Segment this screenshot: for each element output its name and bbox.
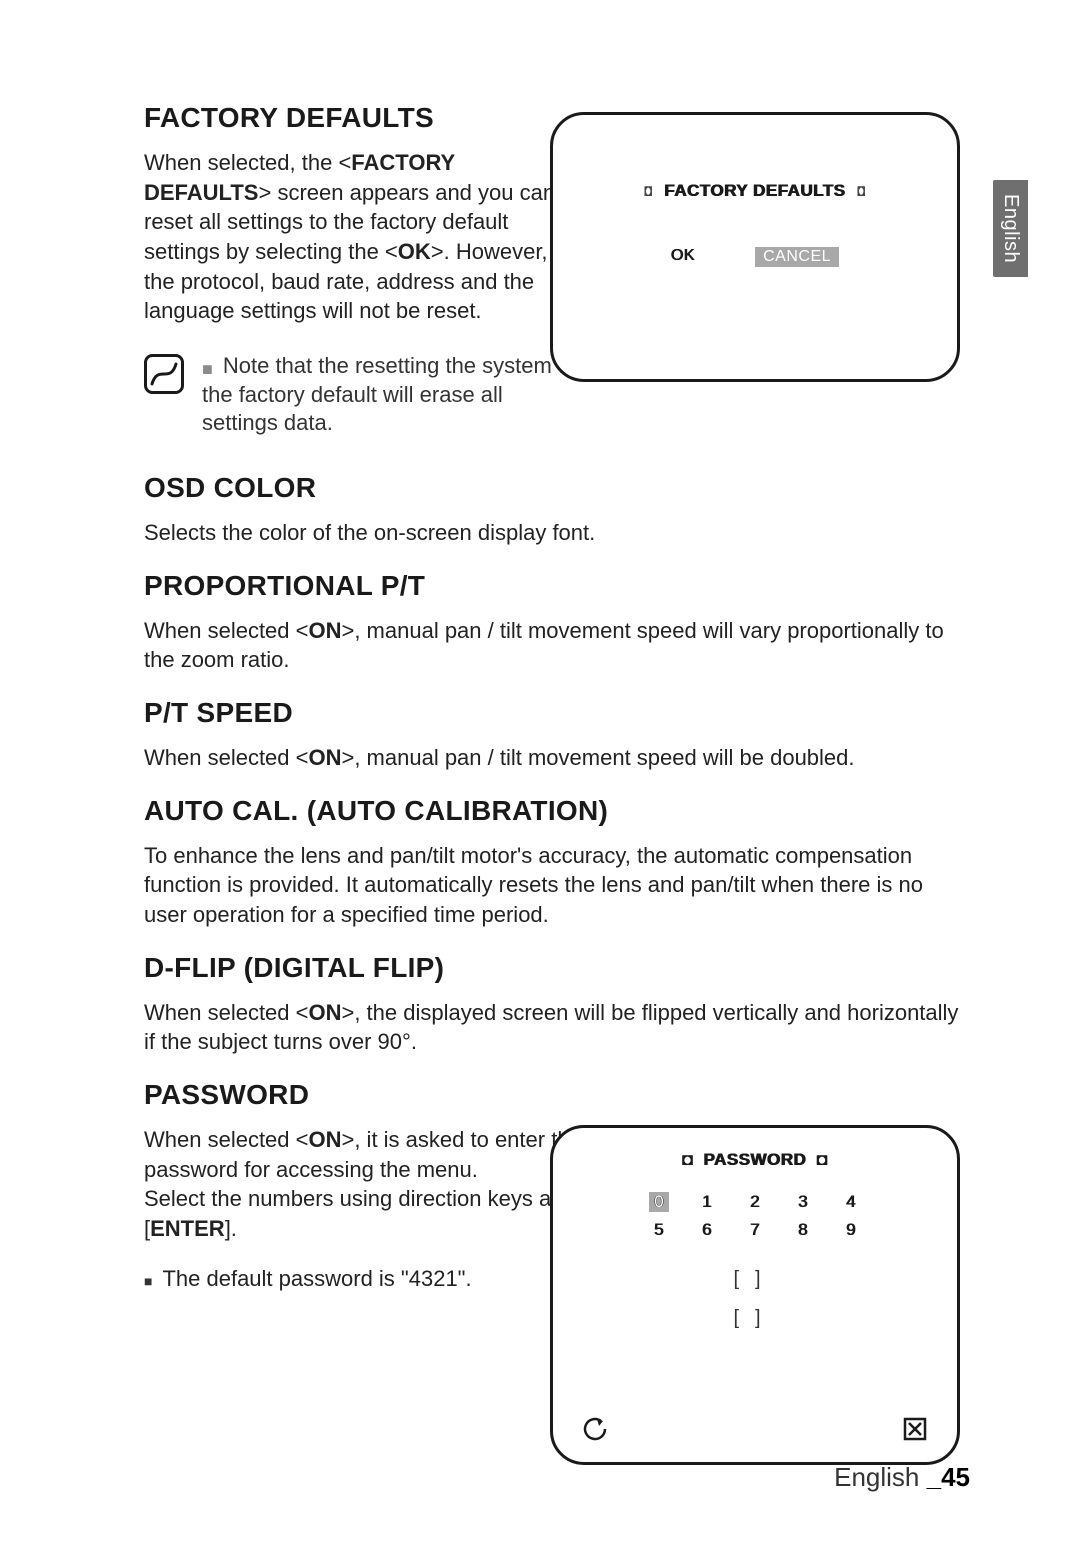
back-icon[interactable]: [583, 1417, 609, 1448]
cancel-button[interactable]: CANCEL: [755, 247, 839, 267]
bracket-open: [: [733, 1268, 755, 1290]
glyph-icon: ◘: [682, 1150, 693, 1169]
factory-note-text: ■Note that the resetting the system to t…: [202, 352, 584, 438]
d-flip-body: When selected <ON>, the displayed screen…: [144, 998, 970, 1057]
bracket-close: ]: [755, 1307, 777, 1329]
footer-page-number: _45: [927, 1462, 970, 1492]
digit-key[interactable]: 9: [827, 1220, 875, 1240]
proportional-pt-body: When selected <ON>, manual pan / tilt mo…: [144, 616, 970, 675]
factory-defaults-paragraph: When selected, the <FACTORY DEFAULTS> sc…: [144, 148, 564, 326]
language-tab: English: [993, 180, 1028, 277]
screen-title-text: PASSWORD: [704, 1150, 807, 1169]
digit-key[interactable]: 3: [779, 1192, 827, 1212]
password-screen-title: ◘ PASSWORD ◘: [553, 1150, 957, 1170]
bold-text: ENTER: [150, 1216, 225, 1241]
bold-text: OK: [398, 239, 431, 264]
text-fragment: When selected, the <: [144, 150, 351, 175]
bullet-text: The default password is "4321".: [162, 1266, 471, 1292]
ok-button[interactable]: OK: [671, 247, 695, 267]
password-heading: PASSWORD: [144, 1079, 970, 1111]
password-section: When selected <ON>, it is asked to enter…: [144, 1125, 970, 1480]
bold-text: ON: [308, 1000, 341, 1025]
proportional-pt-heading: PROPORTIONAL P/T: [144, 570, 970, 602]
bold-text: ON: [308, 618, 341, 643]
digit-key[interactable]: 1: [683, 1192, 731, 1212]
password-entry-row-2: []: [553, 1307, 957, 1330]
password-digit-grid: 0 1 2 3 4 5 6 7 8 9: [553, 1192, 957, 1240]
factory-defaults-section: FACTORY DEFAULTS When selected, the <FAC…: [144, 102, 970, 438]
pt-speed-heading: P/T SPEED: [144, 697, 970, 729]
text-fragment: When selected <: [144, 618, 308, 643]
text-fragment: ].: [225, 1216, 237, 1241]
close-icon[interactable]: [903, 1417, 927, 1448]
bold-text: ON: [308, 1127, 341, 1152]
footer-language: English: [834, 1462, 927, 1492]
factory-screen-buttons: OK CANCEL: [553, 247, 957, 267]
bullet-icon: ■: [202, 359, 213, 379]
glyph-icon: ◘: [817, 1150, 828, 1169]
osd-color-heading: OSD COLOR: [144, 472, 970, 504]
note-icon: [144, 354, 184, 399]
digit-key[interactable]: 5: [635, 1220, 683, 1240]
note-text-content: Note that the resetting the system to th…: [202, 353, 576, 435]
factory-defaults-screen: ◘ FACTORY DEFAULTS ◘ OK CANCEL: [550, 112, 960, 382]
bold-text: ON: [308, 745, 341, 770]
digit-key[interactable]: 6: [683, 1220, 731, 1240]
digit-key[interactable]: 8: [779, 1220, 827, 1240]
text-fragment: >, manual pan / tilt movement speed will…: [341, 745, 854, 770]
screen-title-text: FACTORY DEFAULTS: [664, 181, 845, 200]
factory-defaults-body: When selected, the <FACTORY DEFAULTS> sc…: [144, 148, 564, 326]
d-flip-heading: D-FLIP (DIGITAL FLIP): [144, 952, 970, 984]
text-fragment: When selected <: [144, 1127, 308, 1152]
glyph-icon: ◘: [858, 181, 866, 201]
auto-cal-body: To enhance the lens and pan/tilt motor's…: [144, 841, 970, 930]
text-fragment: When selected <: [144, 1000, 308, 1025]
text-fragment: When selected <: [144, 745, 308, 770]
digit-key[interactable]: 7: [731, 1220, 779, 1240]
digit-key[interactable]: 4: [827, 1192, 875, 1212]
password-entry-row-1: []: [553, 1268, 957, 1291]
password-screen-footer-icons: [553, 1417, 957, 1448]
glyph-icon: ◘: [645, 181, 653, 201]
auto-cal-heading: AUTO CAL. (AUTO CALIBRATION): [144, 795, 970, 827]
password-screen: ◘ PASSWORD ◘ 0 1 2 3 4 5 6 7 8 9 [] []: [550, 1125, 960, 1465]
factory-screen-title: ◘ FACTORY DEFAULTS ◘: [553, 181, 957, 201]
bullet-icon: ■: [144, 1273, 152, 1289]
page-footer: English _45: [834, 1462, 970, 1493]
factory-note-row: ■Note that the resetting the system to t…: [144, 352, 584, 438]
osd-color-body: Selects the color of the on-screen displ…: [144, 518, 970, 548]
bracket-open: [: [733, 1307, 755, 1329]
digit-key[interactable]: 0: [635, 1192, 683, 1212]
bracket-close: ]: [755, 1268, 777, 1290]
digit-key[interactable]: 2: [731, 1192, 779, 1212]
pt-speed-body: When selected <ON>, manual pan / tilt mo…: [144, 743, 970, 773]
document-page: English FACTORY DEFAULTS When selected, …: [0, 0, 1080, 1543]
